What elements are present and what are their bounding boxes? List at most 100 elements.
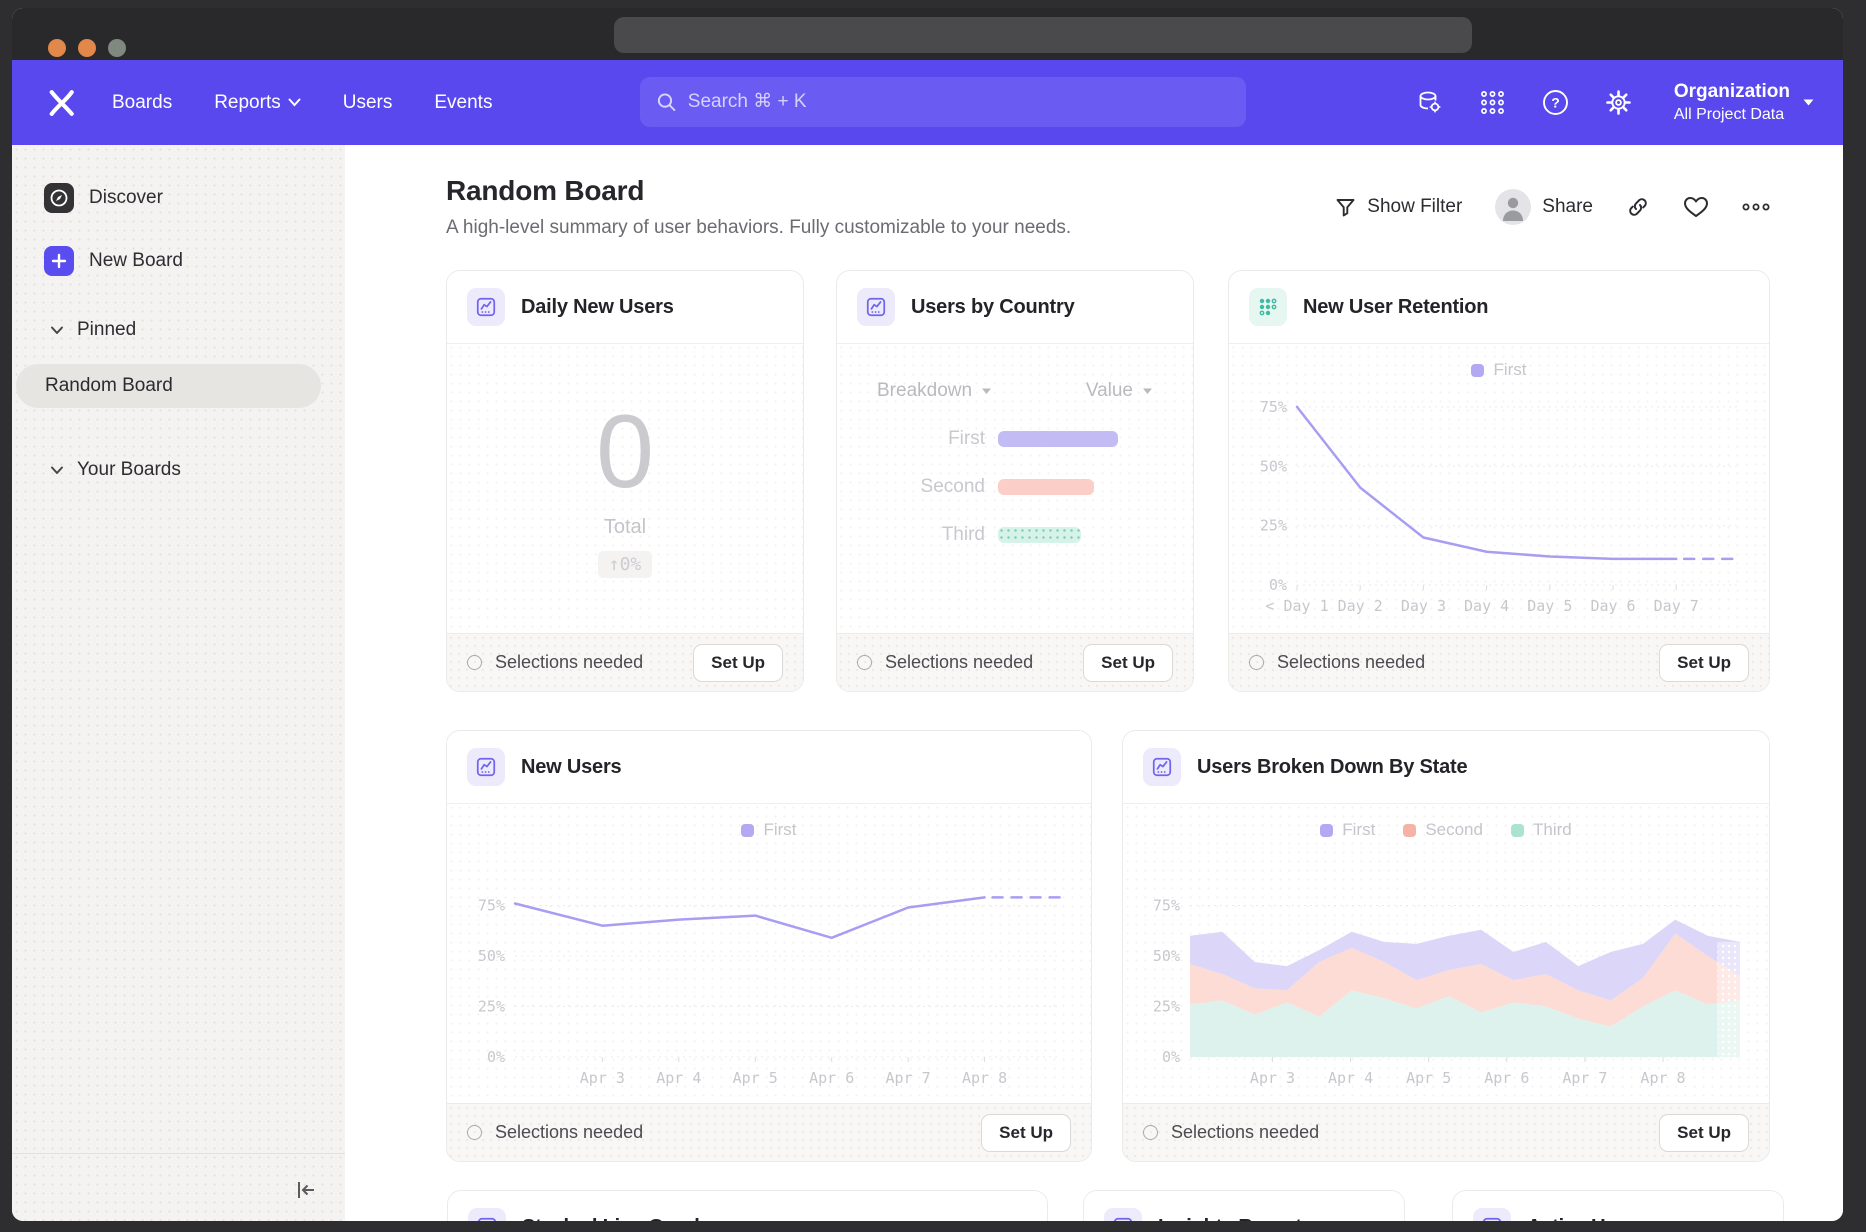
mixpanel-logo[interactable] [46,87,78,119]
card-users-by-country: Users by Country Breakdown Value [836,270,1194,692]
card-users-by-state: Users Broken Down By State First Second … [1122,730,1770,1162]
sidebar-section-your-boards[interactable]: Your Boards [12,458,345,482]
nav-item-reports[interactable]: Reports [214,92,301,114]
global-search[interactable] [640,77,1246,127]
insights-chart-icon [467,288,505,326]
svg-text:Apr 4: Apr 4 [656,1069,701,1087]
set-up-button[interactable]: Set Up [1659,1114,1749,1152]
insights-chart-icon [1104,1208,1142,1221]
svg-text:Day 7: Day 7 [1654,597,1699,615]
card-title: New User Retention [1303,296,1488,319]
card-body: First 75%50%25%0%< Day 1Day 2Day 3Day 4D… [1229,344,1769,633]
set-up-button[interactable]: Set Up [693,644,783,682]
plus-icon [44,246,74,276]
card-active-users: Active Users [1452,1190,1784,1221]
sidebar-item-random-board[interactable]: Random Board [16,364,321,408]
card-body: First 75%50%25%0%Apr 3Apr 4Apr 5Apr 6Apr… [447,804,1091,1103]
legend-swatch [1511,824,1524,837]
window-minimize-button[interactable] [78,39,96,57]
nav-item-events[interactable]: Events [434,92,492,114]
breakdown-dropdown[interactable]: Breakdown [877,380,992,402]
more-options-icon[interactable] [1742,202,1770,212]
insights-chart-icon [468,1208,506,1221]
card-new-user-retention: New User Retention First 75%50%25%0%< Da… [1228,270,1770,692]
insights-chart-icon [1473,1208,1511,1221]
status-radio-icon [467,1125,482,1140]
window-titlebar [12,8,1843,60]
status-radio-icon [1249,655,1264,670]
legend-swatch [1403,824,1416,837]
card-title: Daily New Users [521,296,674,319]
svg-text:50%: 50% [1153,947,1180,965]
card-title: Stacked Line Graph [522,1216,706,1222]
card-title: Users by Country [911,296,1075,319]
metric-label: Total [604,516,646,539]
svg-text:50%: 50% [478,947,505,965]
favorite-heart-icon[interactable] [1683,195,1709,219]
status-radio-icon [467,655,482,670]
value-bar [998,479,1094,495]
url-bar[interactable] [614,17,1472,53]
set-up-button[interactable]: Set Up [1083,644,1173,682]
nav-item-users[interactable]: Users [343,92,393,114]
search-icon [656,91,677,113]
card-title: Insights Report [1158,1216,1302,1222]
show-filter-button[interactable]: Show Filter [1335,196,1462,218]
card-stacked-line-graph: Stacked Line Graph [447,1190,1048,1221]
chevron-down-icon [50,465,64,475]
insights-chart-icon [1143,748,1181,786]
svg-text:Day 4: Day 4 [1464,597,1509,615]
svg-text:Apr 5: Apr 5 [733,1069,778,1087]
sidebar-section-pinned[interactable]: Pinned [12,318,345,342]
org-switcher[interactable]: Organization All Project Data [1674,80,1815,125]
legend-swatch [1471,364,1484,377]
value-dropdown[interactable]: Value [1086,380,1153,402]
set-up-button[interactable]: Set Up [981,1114,1071,1152]
org-name: Organization [1674,80,1790,104]
data-management-icon[interactable] [1416,89,1443,116]
chevron-down-icon [50,325,64,335]
app-window: Boards Reports Users Events [12,8,1843,1221]
nav-item-boards[interactable]: Boards [112,92,172,114]
svg-text:Apr 3: Apr 3 [580,1069,625,1087]
svg-text:50%: 50% [1260,457,1287,475]
set-up-button[interactable]: Set Up [1659,644,1749,682]
card-body: 0 Total ↑0% [447,344,803,633]
board-main: Random Board A high-level summary of use… [345,145,1843,1221]
status-text: Selections needed [1277,652,1425,673]
sidebar-collapse-button[interactable] [293,1177,319,1203]
svg-text:0%: 0% [487,1048,505,1066]
settings-gear-icon[interactable] [1605,89,1632,116]
sidebar-item-new-board[interactable]: New Board [12,246,345,276]
svg-text:Apr 7: Apr 7 [1562,1069,1607,1087]
window-close-button[interactable] [48,39,66,57]
stacked-area-chart: 75%50%25%0%Apr 3Apr 4Apr 5Apr 6Apr 7Apr … [1138,841,1754,1093]
apps-grid-icon[interactable] [1479,89,1506,116]
copy-link-icon[interactable] [1626,195,1650,219]
org-scope: All Project Data [1674,104,1790,125]
svg-text:75%: 75% [1153,897,1180,915]
new-users-line-chart: 75%50%25%0%Apr 3Apr 4Apr 5Apr 6Apr 7Apr … [463,841,1075,1093]
window-zoom-button[interactable] [108,39,126,57]
card-title: Active Users [1527,1216,1646,1222]
share-button[interactable]: Share [1495,189,1593,225]
help-icon[interactable]: ? [1542,89,1569,116]
svg-text:?: ? [1551,95,1560,111]
svg-text:Apr 4: Apr 4 [1328,1069,1373,1087]
chart-legend: First [1229,359,1769,381]
legend-swatch [1320,824,1333,837]
breakdown-row: Second [837,476,1193,498]
sidebar-item-discover[interactable]: Discover [12,183,345,213]
svg-text:0%: 0% [1162,1048,1180,1066]
card-new-users: New Users First 75%50%25%0%Apr 3Apr 4Apr… [446,730,1092,1162]
svg-text:Apr 5: Apr 5 [1406,1069,1451,1087]
svg-text:25%: 25% [1153,998,1180,1016]
search-input[interactable] [688,91,1230,113]
legend-swatch [741,824,754,837]
page-subtitle: A high-level summary of user behaviors. … [446,217,1071,239]
chevron-down-icon [288,98,301,107]
top-nav: Boards Reports Users Events [12,60,1843,145]
svg-text:Day 6: Day 6 [1590,597,1635,615]
avatar [1495,189,1531,225]
status-text: Selections needed [885,652,1033,673]
